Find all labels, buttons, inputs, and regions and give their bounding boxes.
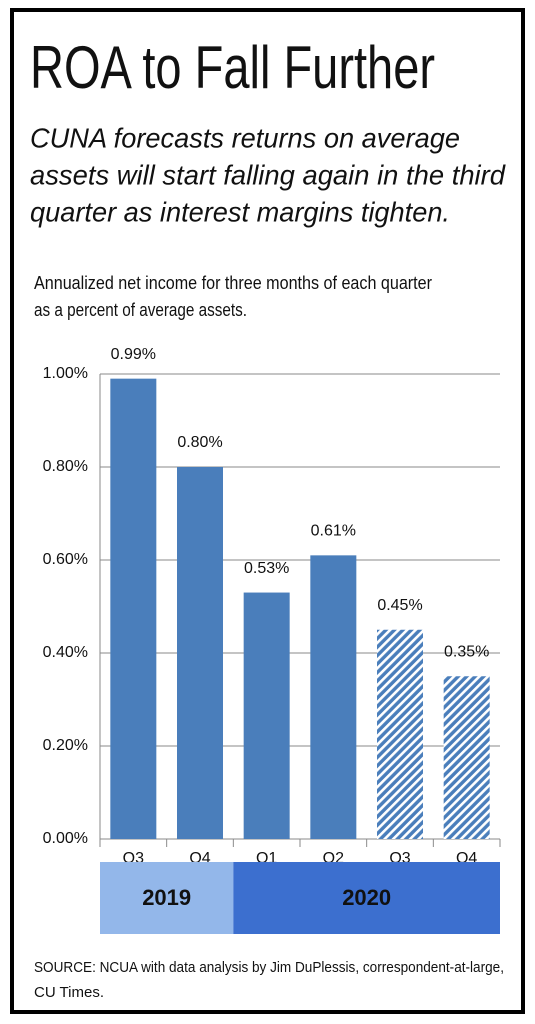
- group-band: [233, 862, 501, 934]
- subtitle: assets will start falling again in the t…: [30, 159, 506, 190]
- value-label: 0.99%: [111, 346, 156, 363]
- frame: [10, 8, 525, 1014]
- y-tick-label: 0.00%: [43, 830, 88, 847]
- value-label: 0.80%: [177, 434, 222, 451]
- bar: [310, 555, 357, 839]
- subtitle: quarter as interest margins tighten.: [30, 196, 450, 227]
- note: Annualized net income for three months o…: [34, 273, 432, 293]
- subtitle: CUNA forecasts returns on average: [30, 122, 460, 153]
- value-label: 0.53%: [244, 560, 289, 577]
- y-tick-label: 0.60%: [43, 551, 88, 568]
- bar: [243, 592, 290, 839]
- bar: [177, 467, 223, 839]
- y-tick-label: 1.00%: [43, 365, 88, 382]
- y-tick-label: 0.20%: [43, 737, 88, 754]
- value-label: 0.35%: [444, 643, 489, 660]
- note: as a percent of average assets.: [34, 300, 247, 320]
- source: CU Times.: [34, 984, 104, 1001]
- source: SOURCE: NCUA with data analysis by Jim D…: [34, 959, 504, 976]
- y-tick-label: 0.80%: [43, 458, 88, 475]
- value-label: 0.61%: [311, 523, 356, 540]
- chart-title: ROA to Fall Further: [30, 34, 435, 101]
- y-tick-label: 0.40%: [43, 644, 88, 661]
- bar: [110, 378, 157, 839]
- group-band: [100, 862, 234, 934]
- group-label: 2019: [142, 885, 191, 910]
- group-label: 2020: [342, 885, 391, 910]
- bar: [443, 676, 490, 839]
- value-label: 0.45%: [377, 597, 422, 614]
- bar: [377, 629, 423, 839]
